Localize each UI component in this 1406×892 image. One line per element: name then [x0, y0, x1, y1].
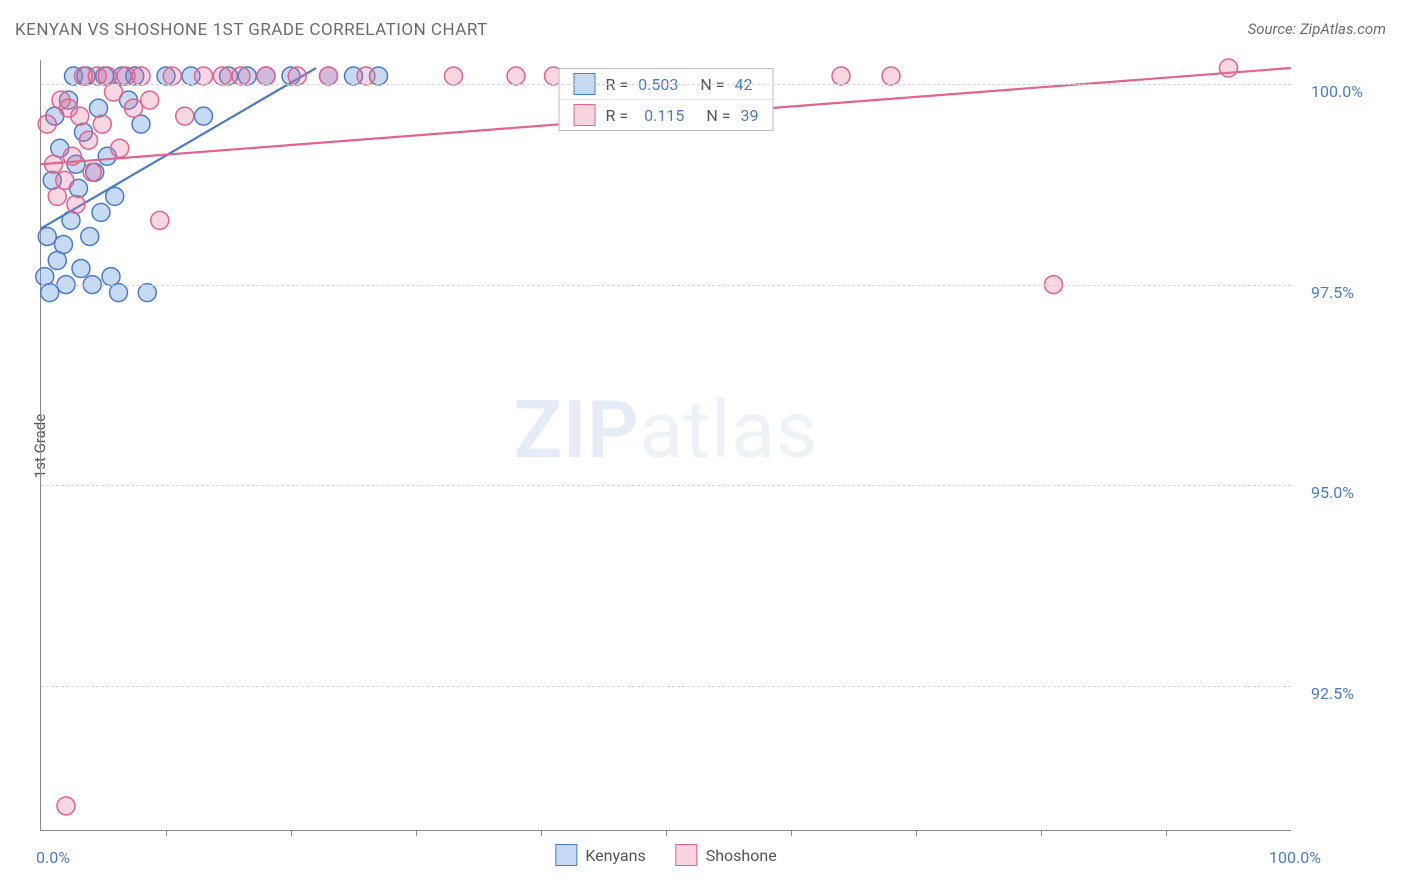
stat-r-shoshone: 0.115 — [644, 106, 684, 125]
data-point — [195, 107, 213, 125]
data-point — [176, 107, 194, 125]
gridline — [41, 285, 1291, 286]
swatch-icon — [555, 844, 577, 866]
data-point — [63, 147, 81, 165]
data-point — [132, 67, 150, 85]
data-point — [320, 67, 338, 85]
data-point — [141, 91, 159, 109]
data-point — [138, 284, 156, 302]
x-tick — [166, 830, 167, 836]
data-point — [71, 107, 89, 125]
chart-svg — [41, 60, 1291, 830]
x-tick — [541, 830, 542, 836]
data-point — [232, 67, 250, 85]
data-point — [81, 227, 99, 245]
chart-title: KENYAN VS SHOSHONE 1ST GRADE CORRELATION… — [15, 20, 488, 40]
data-point — [151, 211, 169, 229]
series-legend: Kenyans Shoshone — [555, 844, 776, 866]
y-tick-label: 100.0% — [1311, 82, 1363, 101]
gridline — [41, 686, 1291, 687]
data-point — [257, 67, 275, 85]
x-tick — [916, 830, 917, 836]
data-point — [111, 139, 129, 157]
x-axis-label-right: 100.0% — [1269, 848, 1321, 867]
data-point — [195, 67, 213, 85]
data-point — [67, 195, 85, 213]
data-point — [62, 211, 80, 229]
data-point — [1220, 59, 1238, 77]
data-point — [125, 99, 143, 117]
data-point — [72, 260, 90, 278]
data-point — [41, 284, 59, 302]
plot-area: ZIPatlas R = 0.503 N = 42 R = 0.115 N = … — [40, 60, 1291, 831]
y-tick-label: 92.5% — [1311, 684, 1354, 703]
source-attribution: Source: ZipAtlas.com — [1248, 20, 1386, 38]
x-tick — [1041, 830, 1042, 836]
x-tick — [1166, 830, 1167, 836]
data-point — [92, 203, 110, 221]
data-point — [80, 131, 98, 149]
data-point — [36, 268, 54, 286]
data-point — [288, 67, 306, 85]
data-point — [56, 171, 74, 189]
data-point — [163, 67, 181, 85]
data-point — [357, 67, 375, 85]
x-tick — [791, 830, 792, 836]
data-point — [110, 284, 128, 302]
stats-legend: R = 0.503 N = 42 R = 0.115 N = 39 — [559, 68, 774, 131]
gridline — [41, 485, 1291, 486]
swatch-icon — [574, 104, 596, 126]
stat-n-shoshone: 39 — [740, 106, 758, 125]
x-tick — [291, 830, 292, 836]
data-point — [38, 115, 56, 133]
data-point — [832, 67, 850, 85]
x-axis-label-left: 0.0% — [36, 848, 70, 867]
data-point — [45, 155, 63, 173]
data-point — [132, 115, 150, 133]
data-point — [105, 83, 123, 101]
data-point — [445, 67, 463, 85]
data-point — [90, 99, 108, 117]
data-point — [93, 115, 111, 133]
data-point — [55, 235, 73, 253]
x-tick — [666, 830, 667, 836]
gridline — [41, 84, 1291, 85]
data-point — [48, 187, 66, 205]
data-point — [882, 67, 900, 85]
data-point — [57, 797, 75, 815]
chart-container: KENYAN VS SHOSHONE 1ST GRADE CORRELATION… — [0, 0, 1406, 892]
data-point — [83, 163, 101, 181]
data-point — [106, 187, 124, 205]
y-tick-label: 95.0% — [1311, 483, 1354, 502]
data-point — [38, 227, 56, 245]
swatch-icon — [676, 844, 698, 866]
data-point — [102, 268, 120, 286]
stats-row-shoshone: R = 0.115 N = 39 — [560, 100, 773, 130]
x-tick — [416, 830, 417, 836]
legend-item-kenyans: Kenyans — [555, 844, 645, 866]
y-tick-label: 97.5% — [1311, 283, 1354, 302]
data-point — [507, 67, 525, 85]
data-point — [213, 67, 231, 85]
legend-item-shoshone: Shoshone — [676, 844, 777, 866]
